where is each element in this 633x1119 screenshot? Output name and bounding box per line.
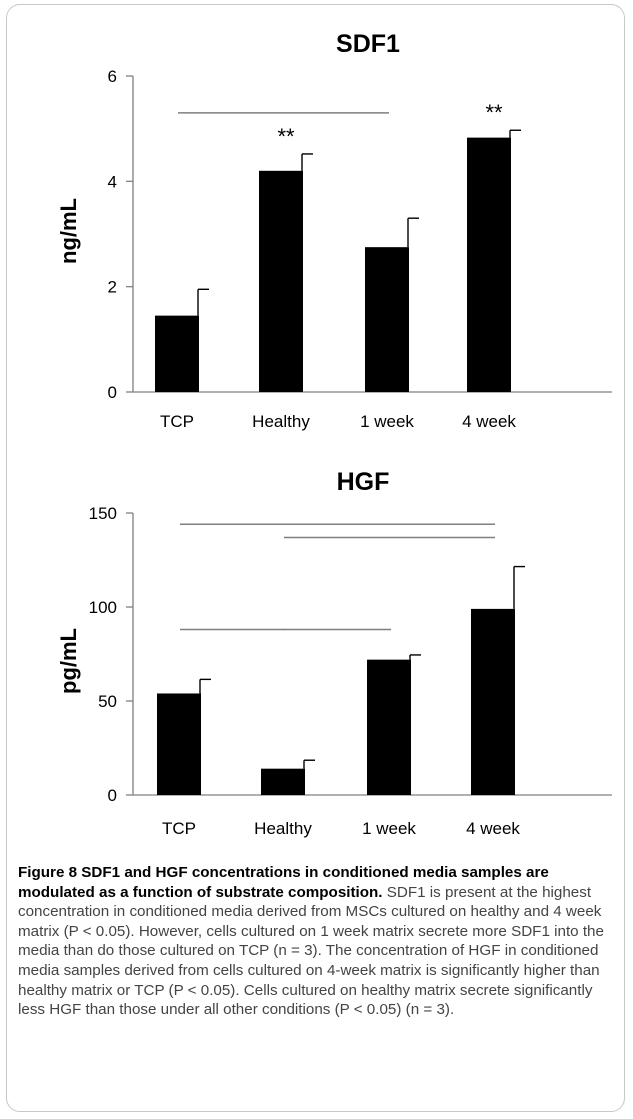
caption-title: Figure 8 SDF1 and HGF concentrations in …	[18, 864, 549, 901]
x-tick-label: 1 week	[362, 819, 416, 838]
y-tick-label: 2	[108, 278, 117, 297]
caption-text: SDF1 is present at the highest concentra…	[18, 883, 604, 1019]
y-tick-label: 100	[89, 598, 117, 617]
figure-charts: SDF1 ng/mL 0 2 4 6 ** ** TCP Healthy 1 week 4 w…	[56, 30, 612, 838]
y-tick-label: 150	[89, 504, 117, 523]
figure-frame	[6, 4, 625, 1112]
figure-caption: Figure 8 SDF1 and HGF concentrations in …	[18, 863, 614, 1020]
bar	[155, 315, 199, 392]
bar	[365, 247, 409, 392]
chart-hgf: HGF pg/mL 0 50 100 150 TCP Healthy 1 week 4 we…	[56, 468, 612, 838]
y-tick-label: 0	[108, 786, 117, 805]
y-tick-label: 50	[98, 692, 117, 711]
significance-stars: **	[485, 100, 503, 125]
chart-sdf1: SDF1 ng/mL 0 2 4 6 ** ** TCP Healthy 1 week 4 w…	[56, 30, 612, 431]
significance-stars: **	[277, 124, 295, 149]
bar	[157, 693, 201, 795]
bar	[261, 768, 305, 795]
y-axis-label: pg/mL	[56, 628, 81, 694]
x-tick-label: 1 week	[360, 412, 414, 431]
y-axis-label: ng/mL	[56, 198, 81, 264]
x-tick-label: TCP	[162, 819, 196, 838]
x-tick-label: Healthy	[252, 412, 310, 431]
bar	[259, 170, 303, 392]
x-tick-label: Healthy	[254, 819, 312, 838]
y-tick-label: 0	[108, 383, 117, 402]
chart-title: HGF	[337, 468, 390, 496]
y-tick-label: 6	[108, 67, 117, 86]
x-tick-label: 4 week	[462, 412, 516, 431]
bar	[471, 608, 515, 795]
bar	[367, 659, 411, 795]
bar	[467, 137, 511, 392]
y-tick-label: 4	[108, 172, 117, 191]
x-tick-label: 4 week	[466, 819, 520, 838]
chart-title: SDF1	[336, 30, 400, 58]
x-tick-label: TCP	[160, 412, 194, 431]
